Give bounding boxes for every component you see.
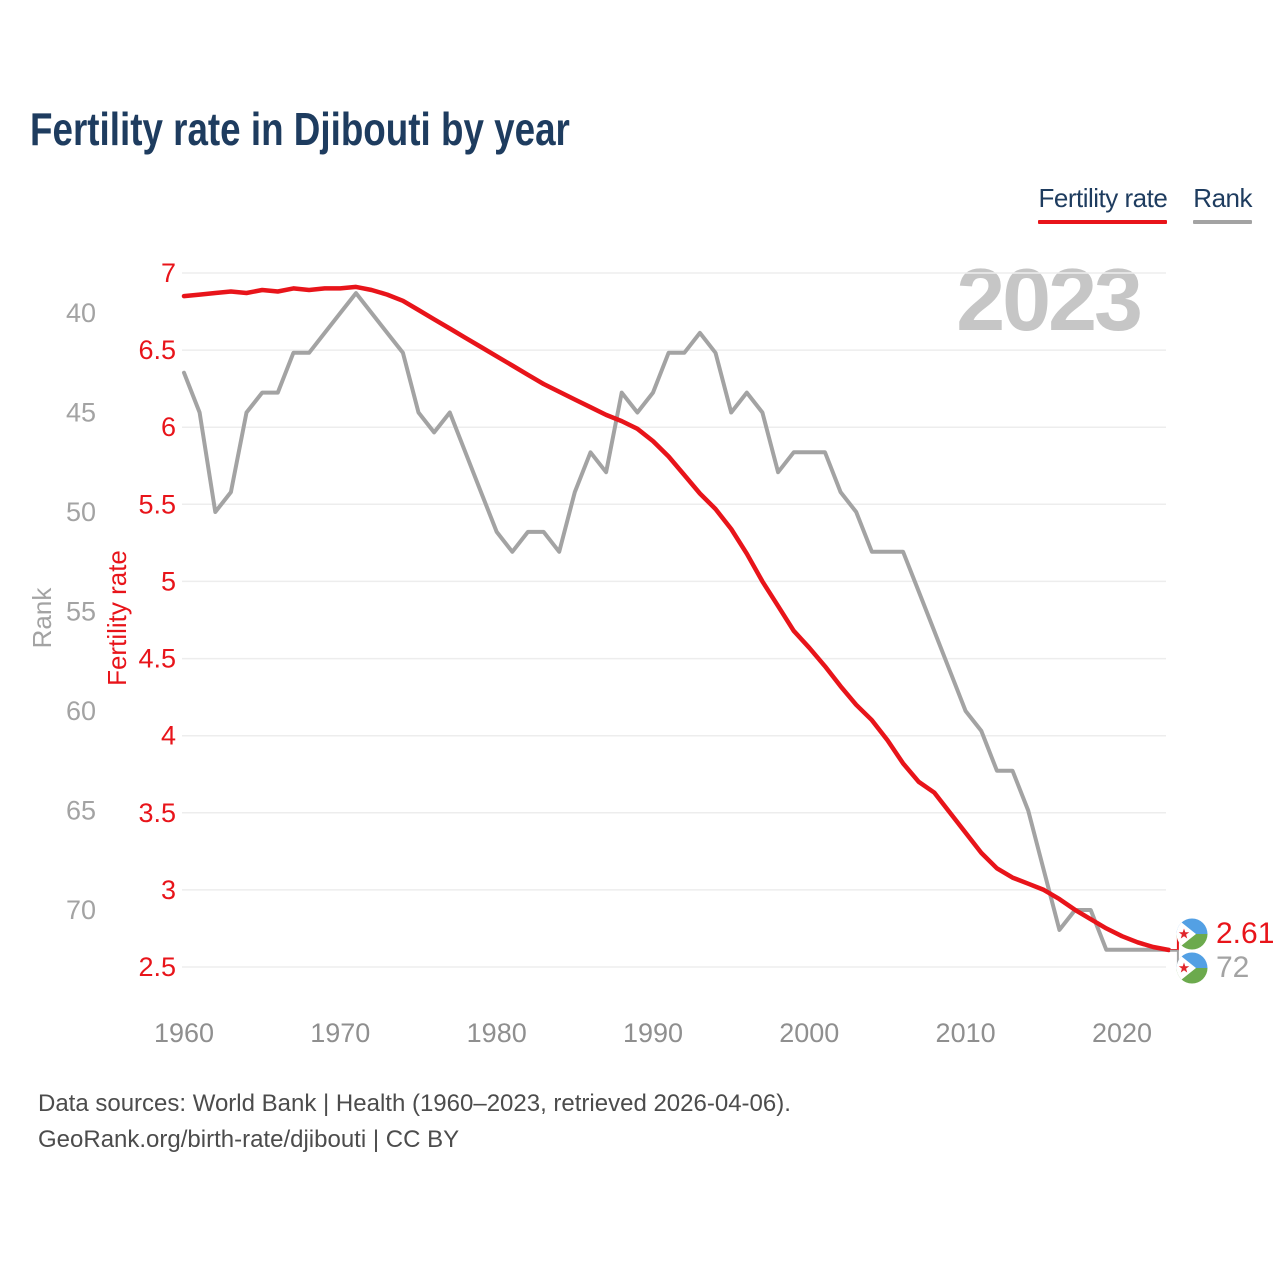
fertility-tick-label: 6 (161, 412, 176, 442)
rank-tick-label: 60 (66, 696, 96, 726)
x-tick-label: 1960 (154, 1018, 214, 1048)
fertility-rate-line (181, 284, 1172, 953)
legend-rank-label: Rank (1193, 183, 1252, 213)
rank-end-value: 72 (1216, 951, 1250, 984)
rank-line (182, 291, 1171, 952)
fertility-tick-label: 3 (161, 875, 176, 905)
x-tick-label: 2020 (1092, 1018, 1152, 1048)
x-tick-label: 2000 (779, 1018, 839, 1048)
fertility-end-label: 2.61 (1176, 918, 1274, 950)
fertility-tick-label: 5 (161, 566, 176, 596)
fertility-tick-label: 4 (161, 721, 176, 751)
fertility-tick-label: 2.5 (138, 952, 176, 982)
rank-tick-label: 40 (66, 298, 96, 328)
fertility-tick-label: 3.5 (138, 798, 176, 828)
x-tick-label: 1970 (310, 1018, 370, 1048)
legend-rank-underline (1193, 220, 1252, 224)
fertility-tick-label: 4.5 (138, 644, 176, 674)
fertility-end-value: 2.61 (1216, 917, 1275, 950)
fertility-tick-label: 7 (161, 258, 176, 288)
legend-fertility-underline (1038, 220, 1168, 224)
rank-tick-label: 50 (66, 497, 96, 527)
legend-fertility-label: Fertility rate (1038, 183, 1168, 213)
fertility-tick-label: 5.5 (138, 489, 176, 519)
footer: Data sources: World Bank | Health (1960–… (38, 1086, 791, 1158)
legend-item-fertility-rate[interactable]: Fertility rate (1038, 183, 1168, 224)
fertility-tick-label: 6.5 (138, 335, 176, 365)
djibouti-flag-icon (1176, 918, 1208, 950)
x-tick-label: 2010 (936, 1018, 996, 1048)
legend: Fertility rate Rank (1038, 183, 1252, 224)
page-title: Fertility rate in Djibouti by year (30, 103, 570, 155)
x-tick-label: 1990 (623, 1018, 683, 1048)
djibouti-flag-icon (1176, 952, 1208, 984)
rank-tick-label: 45 (66, 398, 96, 428)
footer-source-line: Data sources: World Bank | Health (1960–… (38, 1090, 791, 1117)
legend-item-rank[interactable]: Rank (1193, 183, 1252, 224)
year-watermark: 2023 (956, 250, 1143, 349)
rank-tick-label: 55 (66, 597, 96, 627)
x-tick-label: 1980 (467, 1018, 527, 1048)
rank-tick-label: 70 (66, 895, 96, 925)
rank-end-label: 72 (1176, 952, 1249, 984)
rank-tick-label: 65 (66, 796, 96, 826)
footer-license-line: GeoRank.org/birth-rate/djibouti | CC BY (38, 1126, 460, 1153)
